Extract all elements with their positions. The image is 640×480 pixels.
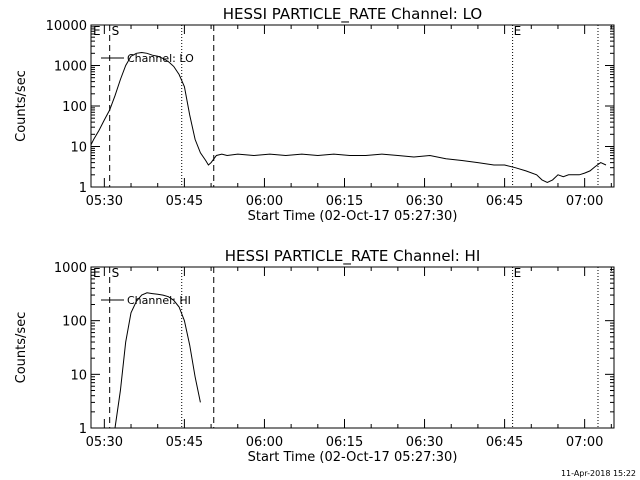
x-tick-label: 06:45: [486, 194, 523, 209]
legend-label: Channel: LO: [127, 52, 194, 65]
plot-frame: [90, 266, 615, 429]
y-axis-label: Counts/sec: [14, 70, 29, 142]
x-tick-label: 05:30: [86, 435, 123, 450]
start-marker-label: S: [112, 266, 120, 280]
footer-timestamp: 11-Apr-2018 15:22: [561, 469, 636, 478]
x-tick-label: 06:30: [406, 194, 443, 209]
start-marker-label: S: [112, 24, 120, 38]
y-tick-label: 1000: [54, 60, 87, 75]
y-tick-label: 1000: [54, 261, 87, 276]
series-line: [90, 51, 607, 183]
end-marker-label: E: [514, 266, 522, 280]
legend-label: Channel: HI: [127, 294, 191, 307]
x-tick-label: 06:15: [326, 194, 363, 209]
x-tick-label: 06:00: [246, 435, 283, 450]
plot-frame: [90, 24, 615, 188]
x-tick-label: 07:00: [566, 435, 603, 450]
y-tick-label: 10: [70, 141, 87, 156]
corner-marker-label: E: [93, 24, 101, 38]
end-marker-label: E: [514, 24, 522, 38]
chart-title: HESSI PARTICLE_RATE Channel: LO: [223, 5, 482, 24]
x-tick-label: 05:45: [166, 435, 203, 450]
series-line: [114, 292, 201, 429]
x-tick-label: 06:00: [246, 194, 283, 209]
y-tick-label: 10: [70, 368, 87, 383]
x-tick-label: 06:15: [326, 435, 363, 450]
x-axis-label: Start Time (02-Oct-17 05:27:30): [248, 450, 458, 465]
chart-title: HESSI PARTICLE_RATE Channel: HI: [225, 247, 481, 266]
x-tick-label: 06:30: [406, 435, 443, 450]
y-axis-label: Counts/sec: [14, 312, 29, 384]
x-axis-label: Start Time (02-Oct-17 05:27:30): [248, 209, 458, 224]
y-tick-label: 1: [79, 422, 87, 437]
chart-panel-0: HESSI PARTICLE_RATE Channel: LO 1 10 100 100…: [14, 5, 615, 224]
x-tick-label: 06:45: [486, 435, 523, 450]
chart-panel-1: HESSI PARTICLE_RATE Channel: HI 1 10 100 100…: [14, 247, 615, 465]
y-tick-label: 100: [62, 315, 87, 330]
x-tick-label: 07:00: [566, 194, 603, 209]
y-tick-label: 1: [79, 181, 87, 196]
x-tick-label: 05:30: [86, 194, 123, 209]
y-tick-label: 10000: [46, 19, 87, 34]
corner-marker-label: E: [93, 266, 101, 280]
x-tick-label: 05:45: [166, 194, 203, 209]
y-tick-label: 100: [62, 100, 87, 115]
